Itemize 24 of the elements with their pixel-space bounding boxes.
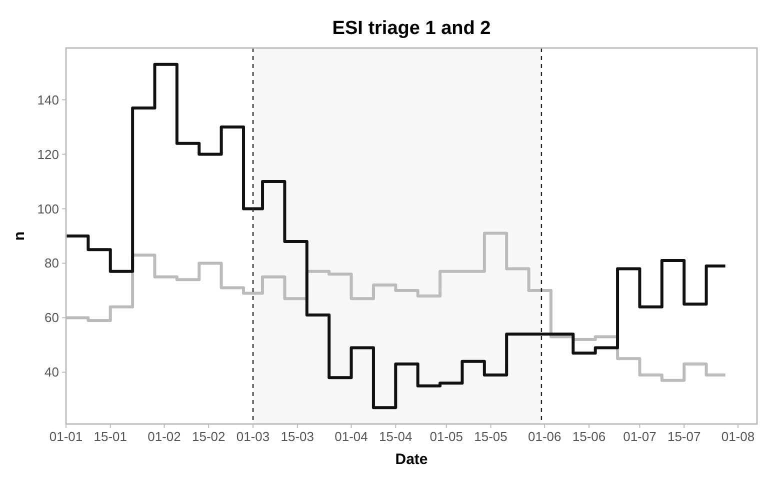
x-tick-label: 01-03	[236, 429, 270, 444]
y-axis-title: n	[11, 231, 28, 241]
x-tick-label: 15-06	[572, 429, 606, 444]
x-tick-label: 15-02	[192, 429, 226, 444]
x-tick-label: 15-07	[667, 429, 701, 444]
y-tick-label: 140	[37, 92, 59, 108]
x-tick-label: 01-02	[148, 429, 181, 444]
x-tick-label: 01-06	[528, 429, 562, 444]
x-tick-label: 01-04	[334, 429, 368, 444]
x-tick-label: 15-01	[94, 429, 127, 444]
x-tick-label: 01-07	[623, 429, 656, 444]
y-tick-label: 60	[44, 310, 59, 326]
x-tick-label: 15-03	[280, 429, 314, 444]
x-tick-label: 01-05	[430, 429, 463, 444]
x-tick-label: 01-08	[721, 429, 755, 444]
x-tick-label: 15-05	[474, 429, 508, 444]
x-tick-label: 01-01	[49, 429, 83, 444]
y-tick-label: 120	[37, 146, 59, 162]
x-tick-label: 15-04	[379, 429, 412, 444]
y-tick-label: 40	[44, 364, 59, 380]
chart-title: ESI triage 1 and 2	[332, 18, 491, 39]
y-tick-label: 80	[44, 256, 59, 271]
y-tick-label: 100	[37, 201, 59, 216]
x-axis-title: Date	[395, 451, 428, 468]
